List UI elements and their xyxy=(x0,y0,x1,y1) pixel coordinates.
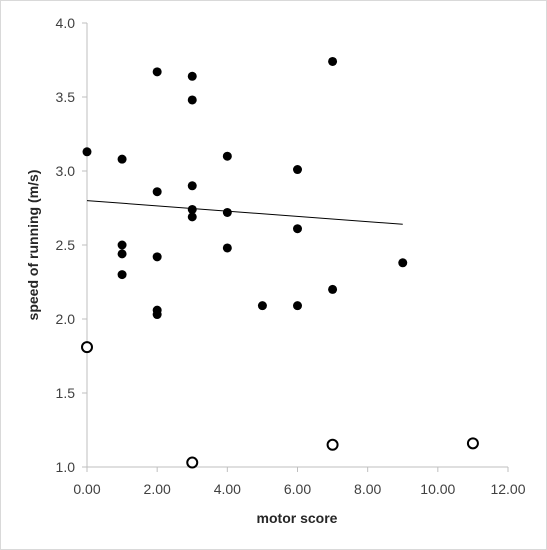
y-tick-label: 3.0 xyxy=(56,163,76,179)
data-point xyxy=(187,71,197,81)
data-point xyxy=(117,154,127,164)
x-tick-label: 12.00 xyxy=(490,481,525,497)
data-point xyxy=(328,56,338,66)
data-point xyxy=(187,95,197,105)
data-point xyxy=(222,243,232,253)
data-point xyxy=(293,165,302,175)
x-tick-label: 2.00 xyxy=(144,481,171,497)
y-tick-label: 3.5 xyxy=(56,89,76,105)
data-point xyxy=(293,224,302,234)
data-point xyxy=(82,147,92,157)
data-point xyxy=(187,204,197,214)
x-tick-label: 10.00 xyxy=(420,481,455,497)
data-point xyxy=(152,252,162,262)
data-point xyxy=(187,212,197,222)
data-point xyxy=(222,151,232,161)
data-point xyxy=(152,67,162,77)
data-point xyxy=(117,249,127,259)
data-point-open xyxy=(326,438,339,451)
y-tick-label: 2.0 xyxy=(56,311,76,327)
data-point xyxy=(293,301,302,311)
trendline xyxy=(86,200,403,225)
plot-area: 0.00 2.00 4.00 6.00 8.00 10.00 12.00 1.0 1.5 2.0 2… xyxy=(56,15,526,497)
data-point xyxy=(117,240,127,250)
data-point-open xyxy=(186,456,199,469)
y-tick-label: 2.5 xyxy=(56,237,76,253)
data-point xyxy=(328,284,338,294)
data-point xyxy=(398,258,408,268)
y-axis-title: speed of running (m/s) xyxy=(25,170,41,321)
y-tick-label: 4.0 xyxy=(56,15,76,31)
data-point xyxy=(222,207,232,217)
data-point xyxy=(152,310,162,320)
data-point xyxy=(117,270,127,280)
data-point xyxy=(152,187,162,197)
data-point-open xyxy=(466,437,479,450)
x-tick-label: 8.00 xyxy=(354,481,381,497)
y-tick-label: 1.0 xyxy=(56,459,76,475)
x-tick-label: 0.00 xyxy=(73,481,100,497)
x-axis-title: motor score xyxy=(257,510,338,526)
data-point-open xyxy=(81,341,93,354)
data-point xyxy=(257,301,267,311)
y-tick-label: 1.5 xyxy=(56,385,76,401)
x-tick-label: 6.00 xyxy=(284,481,311,497)
x-tick-label: 4.00 xyxy=(214,481,241,497)
data-point xyxy=(187,181,197,191)
